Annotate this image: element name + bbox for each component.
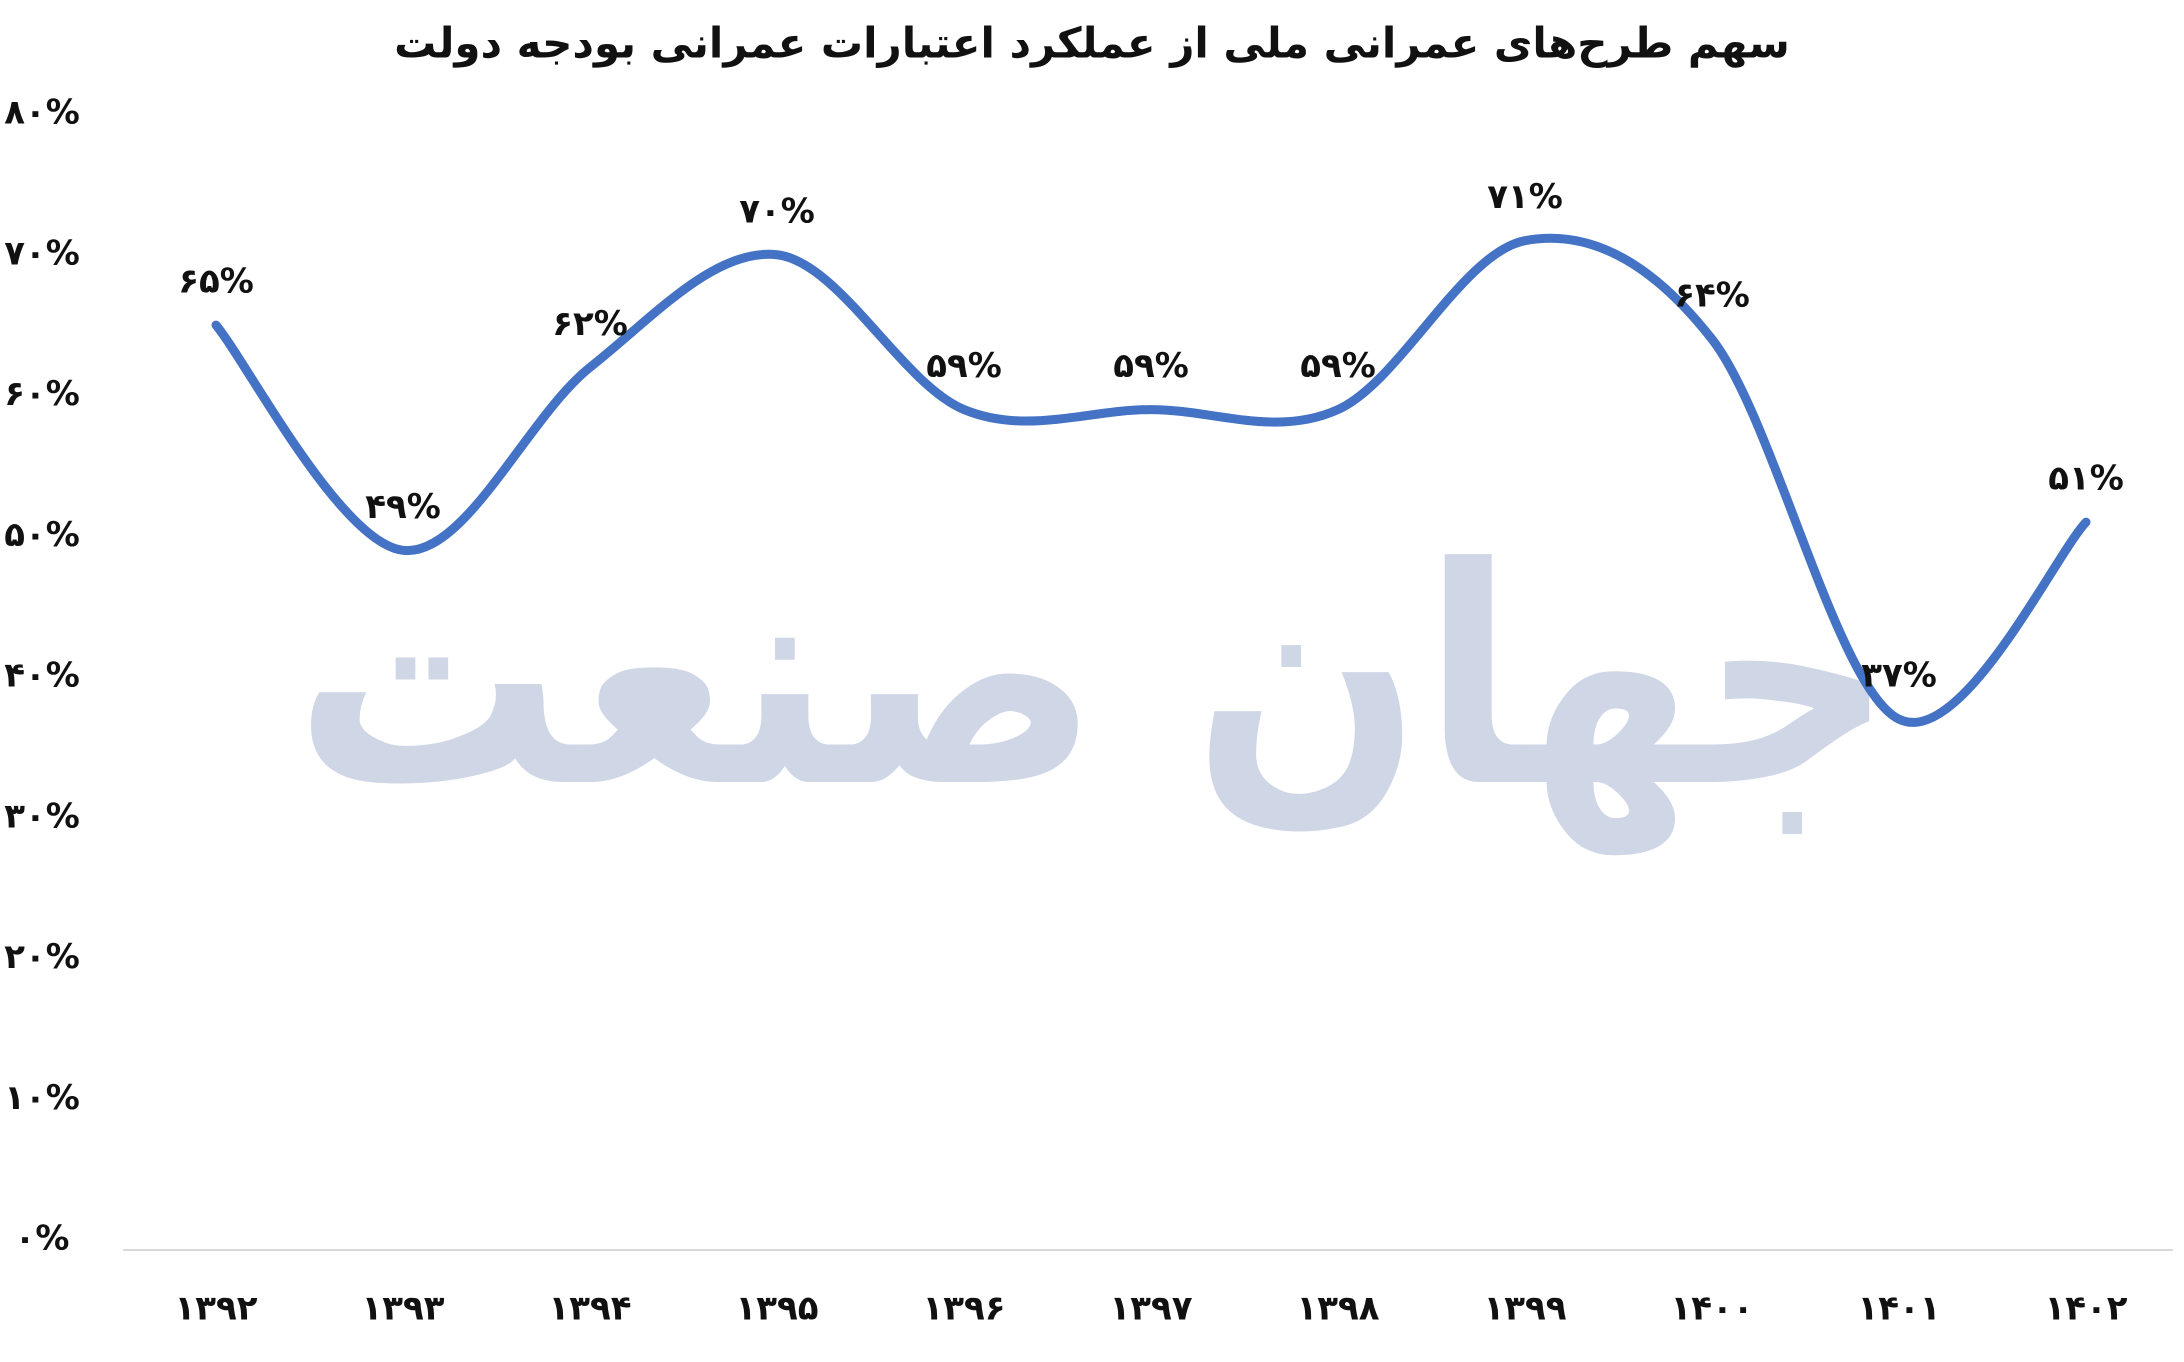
- data-label: ۳۷%: [1861, 656, 1937, 696]
- y-tick-label: ۱۰%: [4, 1078, 80, 1118]
- x-tick-label: ۱۴۰۰: [1670, 1289, 1753, 1329]
- x-tick-label: ۱۳۹۲: [174, 1289, 257, 1329]
- y-tick-label: ۷۰%: [4, 233, 80, 273]
- y-tick-label: ۵۰%: [4, 515, 80, 555]
- y-tick-label: ۰%: [15, 1219, 70, 1259]
- x-tick-label: ۱۳۹۹: [1483, 1289, 1566, 1329]
- data-label: ۵۹%: [1300, 346, 1376, 386]
- x-tick-label: ۱۳۹۳: [361, 1289, 444, 1329]
- data-line: [211, 233, 2091, 727]
- y-tick-label: ۲۰%: [4, 937, 80, 977]
- data-label: ۶۲%: [552, 304, 628, 344]
- data-label: ۷۰%: [739, 191, 815, 231]
- x-tick-label: ۱۴۰۱: [1857, 1289, 1940, 1329]
- chart-title: سهم طرح‌های عمرانی ملی از عملکرد اعتبارا…: [394, 19, 1790, 69]
- x-tick-label: ۱۳۹۷: [1109, 1289, 1192, 1329]
- x-tick-label: ۱۳۹۸: [1296, 1289, 1379, 1329]
- data-label: ۵۹%: [926, 346, 1002, 386]
- y-tick-label: ۳۰%: [4, 796, 80, 836]
- x-tick-label: ۱۳۹۶: [922, 1289, 1005, 1329]
- data-label: ۵۹%: [1113, 346, 1189, 386]
- data-label: ۶۴%: [1674, 276, 1750, 316]
- data-label: ۶۵%: [178, 262, 254, 302]
- watermark: جهان صنعت: [294, 504, 1894, 857]
- x-tick-label: ۱۳۹۵: [735, 1289, 818, 1329]
- data-label: ۵۱%: [2048, 459, 2124, 499]
- x-tick-label: ۱۳۹۴: [548, 1289, 631, 1329]
- y-tick-label: ۸۰%: [4, 93, 80, 133]
- y-tick-label: ۶۰%: [4, 374, 80, 414]
- x-tick-label: ۱۴۰۲: [2044, 1289, 2127, 1329]
- data-label: ۴۹%: [365, 487, 441, 527]
- y-tick-label: ۴۰%: [4, 656, 80, 696]
- data-label: ۷۱%: [1487, 177, 1563, 217]
